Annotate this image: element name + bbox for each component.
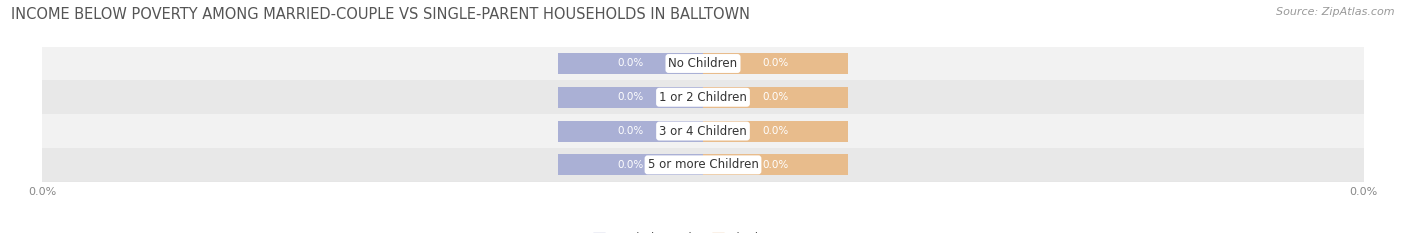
Text: 0.0%: 0.0% <box>762 160 789 170</box>
Bar <box>42 80 1364 114</box>
Text: 1 or 2 Children: 1 or 2 Children <box>659 91 747 104</box>
Text: Source: ZipAtlas.com: Source: ZipAtlas.com <box>1277 7 1395 17</box>
Bar <box>703 154 848 175</box>
Text: 0.0%: 0.0% <box>617 92 644 102</box>
Bar <box>42 47 1364 80</box>
Bar <box>703 87 848 108</box>
Text: No Children: No Children <box>668 57 738 70</box>
Bar <box>558 154 703 175</box>
Bar <box>42 114 1364 148</box>
Bar <box>558 53 703 74</box>
Bar <box>42 148 1364 182</box>
Text: 0.0%: 0.0% <box>617 160 644 170</box>
Bar <box>703 53 848 74</box>
Bar <box>558 87 703 108</box>
Text: 0.0%: 0.0% <box>762 126 789 136</box>
Text: 0.0%: 0.0% <box>617 58 644 69</box>
Text: 5 or more Children: 5 or more Children <box>648 158 758 171</box>
Bar <box>703 121 848 141</box>
Text: 0.0%: 0.0% <box>762 58 789 69</box>
Text: 0.0%: 0.0% <box>617 126 644 136</box>
Text: 3 or 4 Children: 3 or 4 Children <box>659 125 747 137</box>
Text: INCOME BELOW POVERTY AMONG MARRIED-COUPLE VS SINGLE-PARENT HOUSEHOLDS IN BALLTOW: INCOME BELOW POVERTY AMONG MARRIED-COUPL… <box>11 7 751 22</box>
Bar <box>558 121 703 141</box>
Text: 0.0%: 0.0% <box>762 92 789 102</box>
Legend: Married Couples, Single Parents: Married Couples, Single Parents <box>588 228 818 233</box>
